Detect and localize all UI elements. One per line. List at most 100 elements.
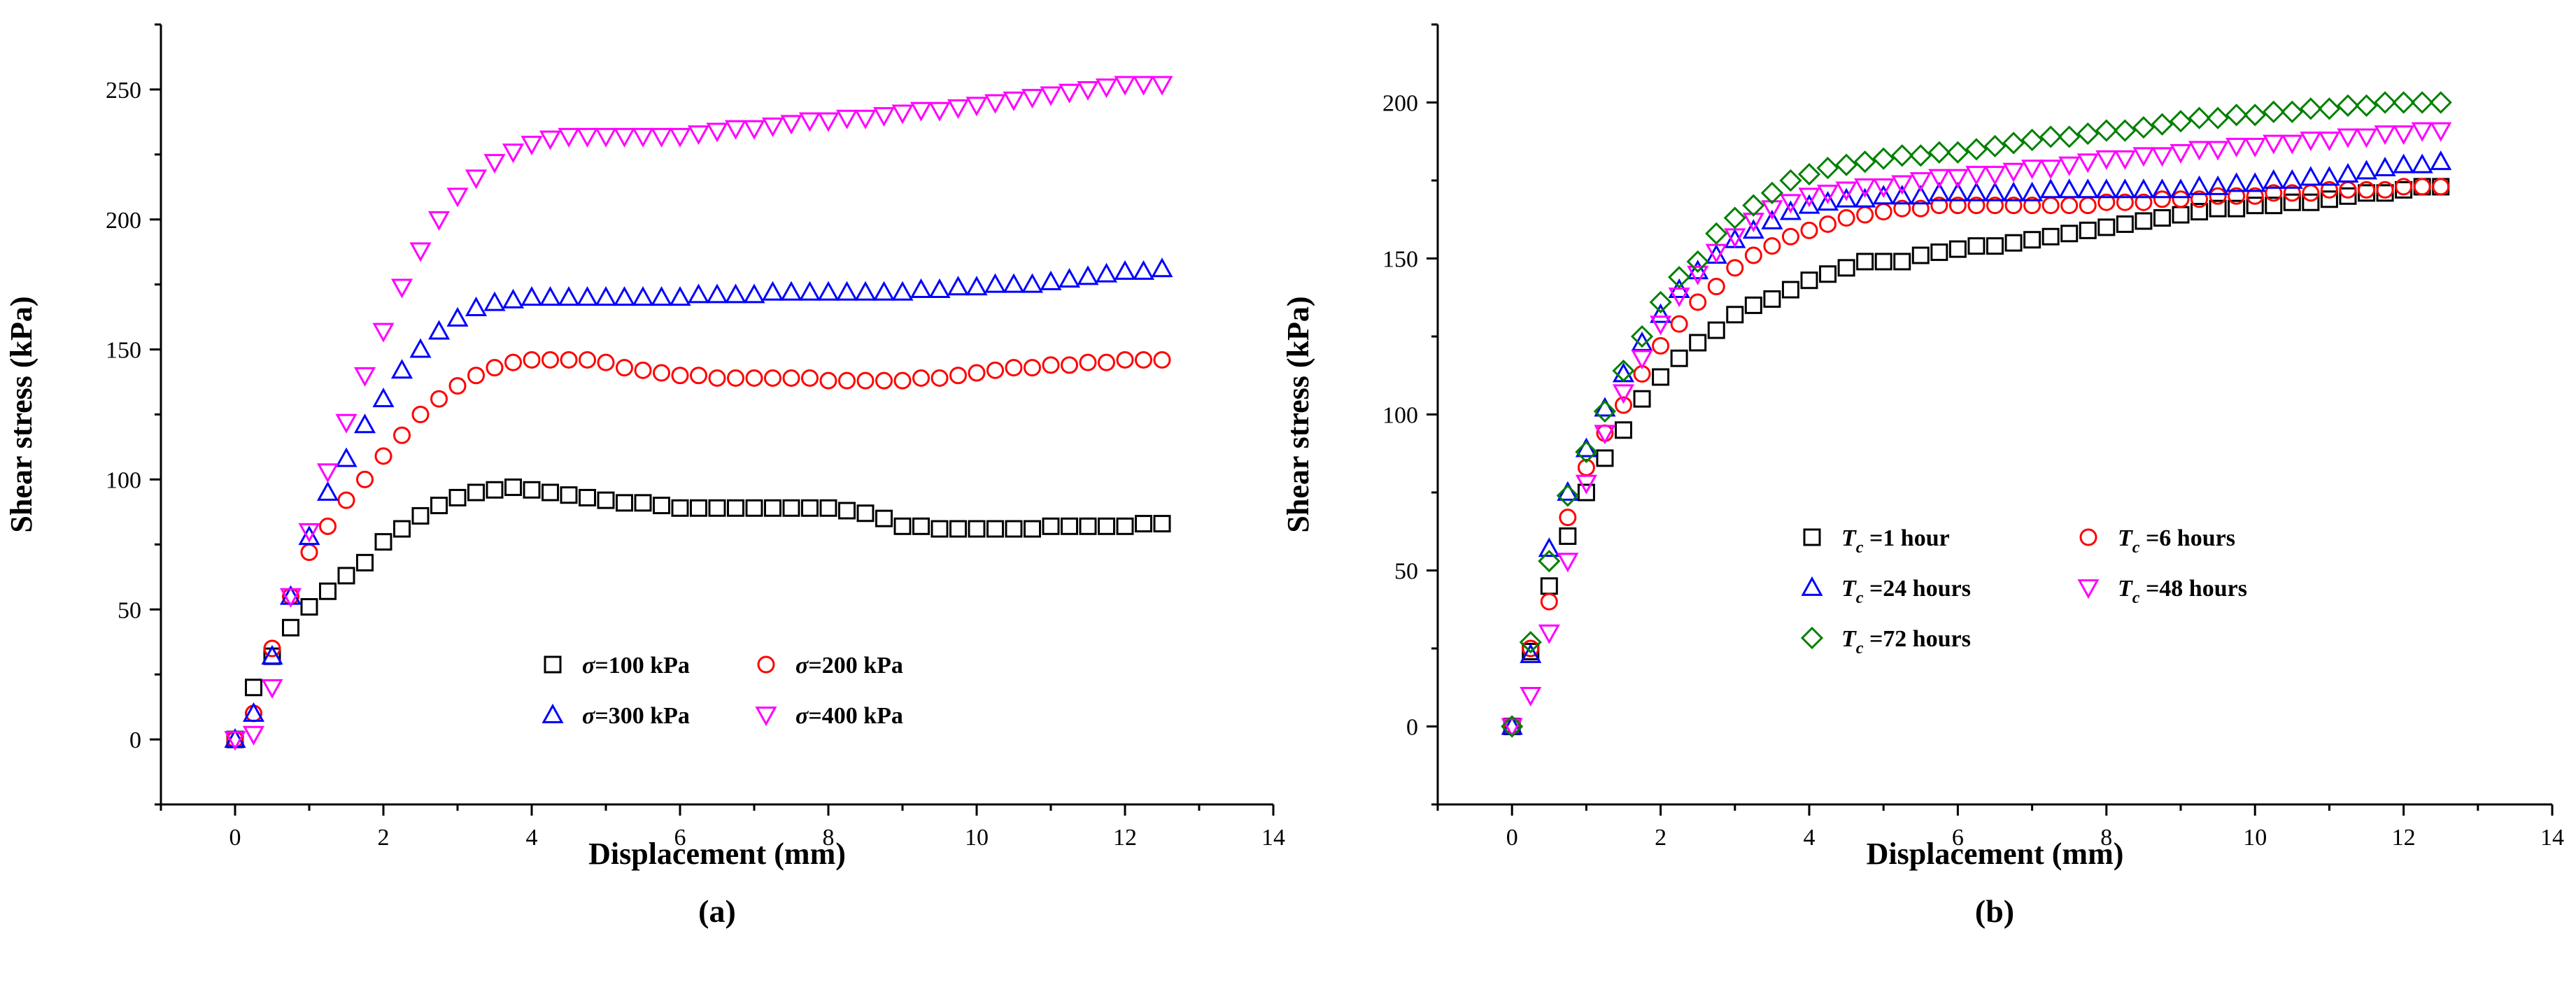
- data-point: [1079, 517, 1097, 535]
- data-point: [2002, 132, 2025, 155]
- data-point: [875, 509, 893, 527]
- data-point: [409, 242, 432, 262]
- data-point: [2058, 156, 2081, 176]
- data-point: [2432, 178, 2450, 196]
- data-point: [2374, 157, 2396, 177]
- data-point: [743, 120, 765, 140]
- data-point: [372, 388, 395, 408]
- legend-marker: [1800, 626, 1824, 650]
- data-point: [2116, 215, 2134, 233]
- data-point: [2281, 134, 2303, 155]
- data-point: [2373, 91, 2397, 114]
- data-point: [2392, 91, 2415, 114]
- data-point: [502, 143, 525, 164]
- data-point: [1668, 288, 1690, 308]
- data-point: [1946, 181, 1969, 201]
- data-point: [411, 506, 430, 525]
- data-point: [2393, 153, 2415, 173]
- data-point: [1779, 169, 1802, 192]
- data-point: [2244, 104, 2267, 127]
- data-point: [947, 99, 970, 120]
- data-point: [483, 291, 506, 311]
- data-point: [242, 702, 265, 722]
- data-point: [965, 276, 988, 296]
- data-point: [2302, 184, 2320, 202]
- data-point: [761, 118, 784, 138]
- data-point: [2132, 147, 2155, 167]
- data-point: [448, 488, 467, 506]
- data-point: [2079, 197, 2097, 215]
- data-point: [2153, 209, 2171, 227]
- x-tick-label: 2: [1655, 825, 1666, 851]
- data-point: [743, 283, 765, 304]
- y-tick-label: 50: [1394, 559, 1418, 585]
- data-point: [2058, 178, 2081, 199]
- data-point: [2172, 206, 2190, 224]
- data-point: [1856, 253, 1874, 271]
- data-point: [597, 491, 615, 509]
- legend-marker: [755, 707, 777, 727]
- data-point: [2355, 128, 2378, 148]
- data-point: [2209, 187, 2227, 205]
- data-point: [1132, 76, 1155, 96]
- data-point: [764, 499, 781, 517]
- data-point: [893, 517, 912, 535]
- series-400-kpa: [224, 76, 1173, 751]
- data-point: [1761, 209, 1783, 229]
- data-point: [1779, 194, 1802, 214]
- data-point: [1556, 484, 1579, 507]
- data-point: [949, 520, 967, 538]
- data-point: [1723, 206, 1746, 229]
- data-point: [1909, 172, 1932, 192]
- data-point: [1798, 194, 1820, 214]
- data-point: [1058, 268, 1081, 288]
- data-point: [930, 369, 949, 387]
- data-point: [2114, 119, 2137, 142]
- data-point: [467, 367, 485, 385]
- y-tick-label: 150: [106, 338, 141, 364]
- data-point: [1853, 150, 1876, 173]
- series-24-hours: [1501, 150, 2452, 735]
- data-point: [1540, 577, 1558, 595]
- data-point: [2004, 197, 2023, 215]
- data-point: [2225, 104, 2248, 127]
- x-tick-label: 10: [965, 825, 989, 851]
- data-point: [427, 211, 451, 231]
- data-point: [838, 371, 856, 390]
- data-point: [430, 497, 448, 515]
- data-point: [298, 523, 320, 543]
- x-tick-label: 4: [1804, 825, 1816, 851]
- y-tick-label: 0: [129, 727, 141, 753]
- data-point: [671, 499, 689, 517]
- x-tick-label: 4: [526, 825, 538, 851]
- data-point: [1965, 181, 1988, 201]
- data-point: [2265, 197, 2283, 215]
- data-point: [579, 350, 596, 369]
- data-point: [1948, 240, 1967, 258]
- data-point: [2095, 119, 2118, 142]
- data-point: [817, 112, 840, 132]
- series-6-hours: [1503, 178, 2450, 735]
- series-1-hour: [1503, 178, 2450, 735]
- data-point: [2225, 138, 2248, 158]
- y-tick-label: 250: [106, 78, 141, 104]
- data-point: [2283, 184, 2301, 202]
- data-point: [1800, 221, 1818, 239]
- data-point: [817, 281, 840, 301]
- data-point: [1630, 325, 1654, 348]
- data-point: [1837, 259, 1855, 277]
- data-point: [653, 364, 670, 382]
- data-point: [2023, 197, 2041, 215]
- data-point: [1098, 517, 1115, 535]
- x-tick-label: 6: [1952, 825, 1964, 851]
- data-point: [483, 154, 506, 174]
- data-point: [1893, 199, 1911, 218]
- data-point: [1946, 141, 1969, 164]
- data-point: [1132, 260, 1155, 280]
- legend-marker: [544, 655, 562, 674]
- data-point: [2076, 153, 2099, 173]
- data-point: [912, 369, 930, 387]
- data-point: [706, 122, 728, 143]
- panel-b: 0 2 4 6 8 10 12 14 0 50 100 150 200 Displacement (mm)…: [1281, 23, 2564, 929]
- data-point: [2191, 203, 2209, 221]
